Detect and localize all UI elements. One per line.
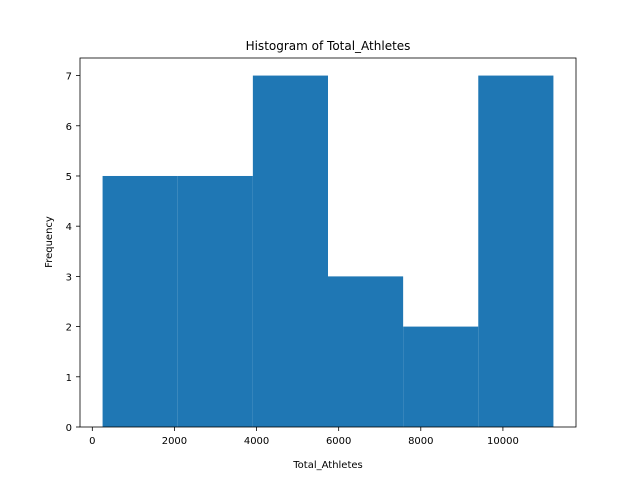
bars-group [102,75,554,428]
plot-frame [79,57,577,428]
y-tick-label: 1 [66,373,72,384]
chart-title: Histogram of Total_Athletes [246,39,411,53]
x-tick-label: 0 [89,436,95,447]
y-tick-label: 5 [66,172,72,183]
y-tick-label: 4 [66,222,72,233]
y-tick-label: 0 [66,423,72,434]
x-tick-label: 2000 [162,436,187,447]
x-axis-label: Total_Athletes [292,460,363,471]
x-tick-label: 8000 [408,436,433,447]
histogram-bar-6 [478,75,554,428]
x-axis-ticks: 0 2000 4000 6000 8000 10000 [89,427,519,447]
y-tick-label: 3 [66,272,72,283]
y-axis-label: Frequency [44,216,55,268]
x-tick-label: 6000 [326,436,351,447]
y-tick-label: 2 [66,323,72,334]
y-tick-label: 7 [66,72,72,83]
y-tick-label: 6 [66,122,72,133]
histogram-bar-2 [177,175,253,427]
x-tick-label: 4000 [244,436,269,447]
histogram-bar-1 [102,175,178,427]
x-tick-label: 10000 [487,436,519,447]
histogram-bar-5 [403,326,479,427]
histogram-bar-3 [252,75,328,428]
y-axis-ticks: 0 1 2 3 4 5 6 7 [66,72,80,434]
histogram-bar-4 [328,276,404,427]
